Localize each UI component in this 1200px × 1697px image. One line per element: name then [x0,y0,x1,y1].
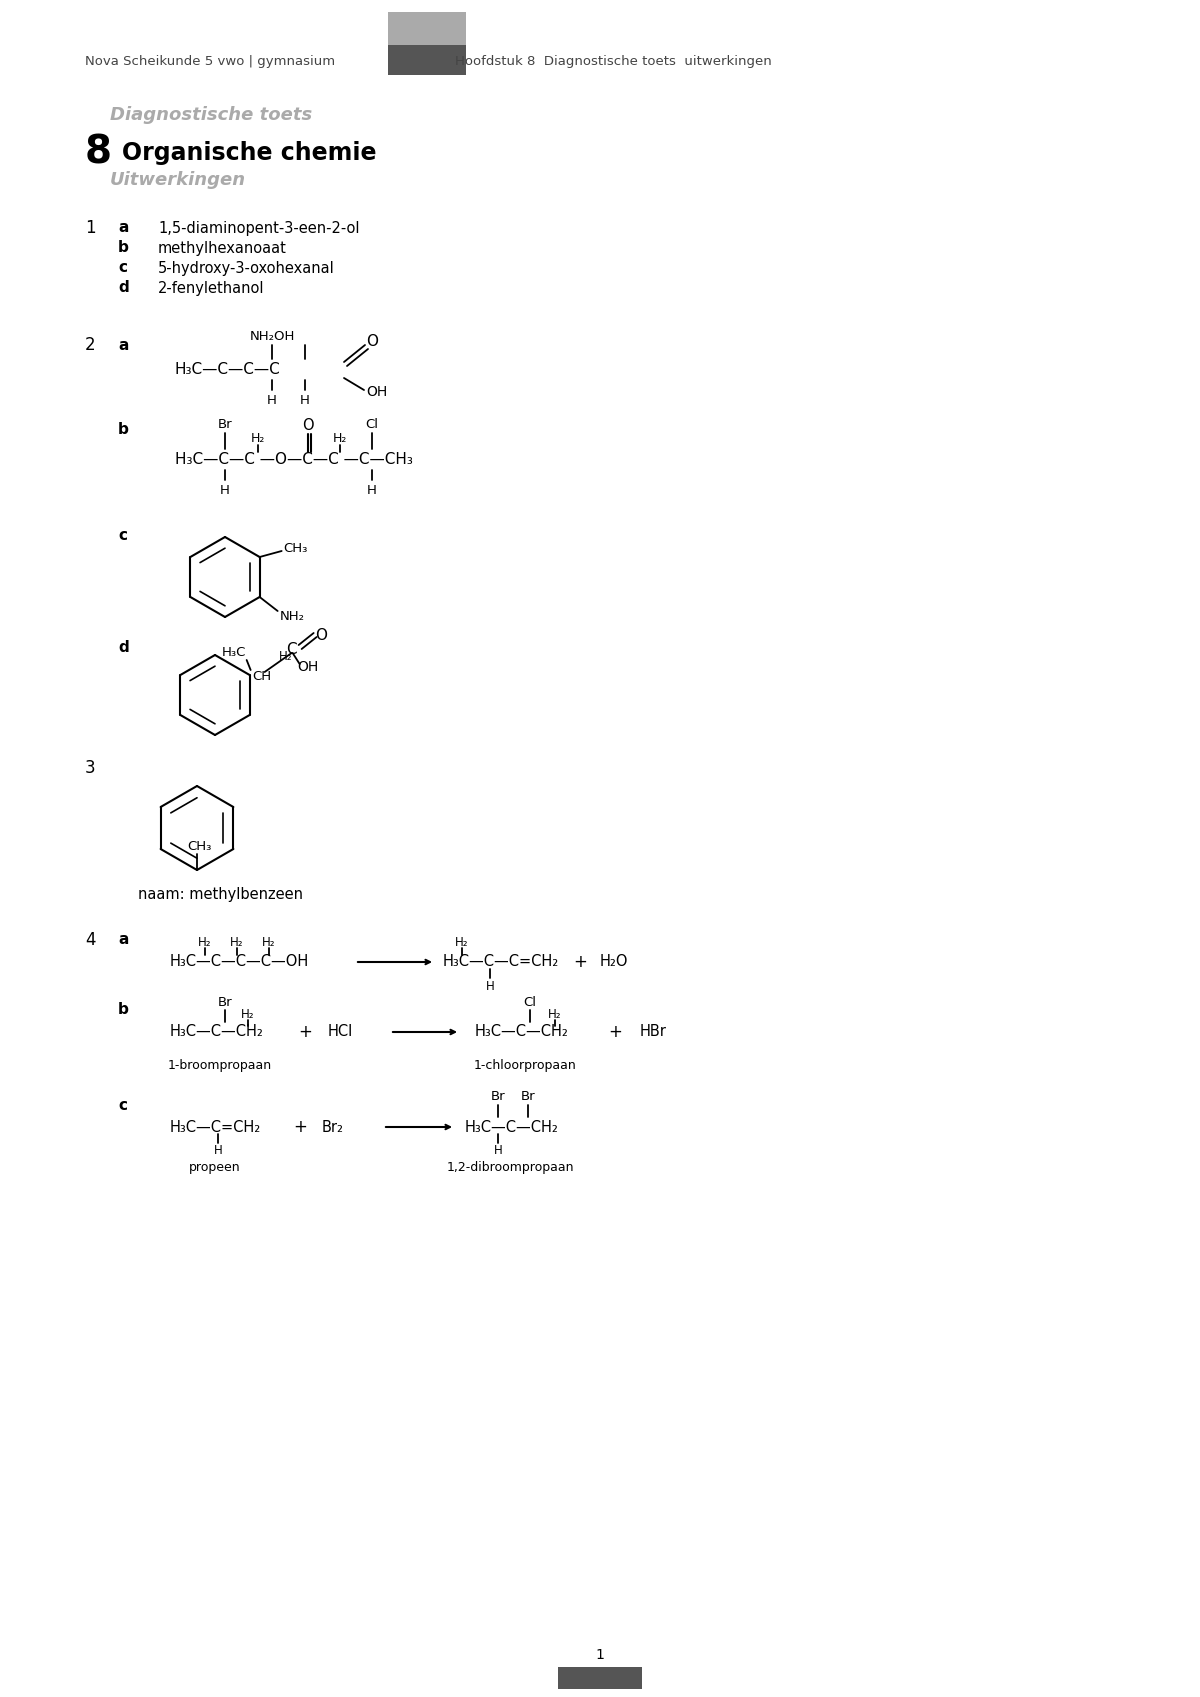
Text: 1,2-dibroompropaan: 1,2-dibroompropaan [446,1161,574,1174]
Text: H₂: H₂ [548,1008,562,1020]
Text: HBr: HBr [640,1025,667,1040]
Text: HCl: HCl [328,1025,353,1040]
Text: +: + [608,1023,622,1040]
Text: H₂O: H₂O [600,954,629,969]
Text: O: O [366,334,378,350]
Text: Cl: Cl [523,996,536,1008]
Text: Br: Br [217,996,233,1008]
Text: H₂: H₂ [332,431,347,445]
Text: OH: OH [366,385,388,399]
Text: 3: 3 [85,759,96,777]
Text: 1: 1 [85,219,96,238]
Text: CH₃: CH₃ [187,840,211,852]
Text: +: + [574,954,587,971]
Text: H₃C—C—CH₂: H₃C—C—CH₂ [475,1025,569,1040]
Text: O: O [314,628,326,643]
Text: +: + [298,1023,312,1040]
Text: Nova Scheikunde 5 vwo | gymnasium: Nova Scheikunde 5 vwo | gymnasium [85,56,335,68]
Text: H: H [268,394,277,407]
Text: d: d [118,640,128,655]
Text: b: b [118,1003,128,1018]
Text: NH₂: NH₂ [280,611,305,623]
Text: 1-chloorpropaan: 1-chloorpropaan [474,1059,576,1073]
Text: H: H [367,484,377,497]
Text: CH₃: CH₃ [283,541,308,555]
Text: c: c [118,1098,127,1113]
Text: Br: Br [217,417,233,431]
Text: H₂: H₂ [198,935,211,949]
Bar [388,12,466,46]
Text: H₂: H₂ [230,935,244,949]
Text: b: b [118,423,128,438]
Text: 1,5-diaminopent-3-een-2-ol: 1,5-diaminopent-3-een-2-ol [158,221,360,236]
Text: H₃C—C—CH₂: H₃C—C—CH₂ [466,1120,559,1135]
Text: H₂: H₂ [251,431,265,445]
Text: H₂: H₂ [278,650,293,664]
Text: 8: 8 [85,132,112,171]
Text: methylhexanoaat: methylhexanoaat [158,241,287,256]
Text: H₃C—C—CH₂: H₃C—C—CH₂ [170,1025,264,1040]
Text: H: H [214,1144,222,1157]
Text: Organische chemie: Organische chemie [122,141,377,165]
Text: O: O [302,419,314,433]
Text: Cl: Cl [366,417,378,431]
Text: H: H [493,1144,503,1157]
Text: +: + [293,1118,307,1135]
Text: H₃C—C—C —O—C—C —C—CH₃: H₃C—C—C —O—C—C —C—CH₃ [175,453,413,467]
Text: c: c [118,528,127,543]
Text: OH: OH [298,660,319,674]
Text: H₃C—C=CH₂: H₃C—C=CH₂ [170,1120,262,1135]
Text: d: d [118,280,128,295]
Text: Uitwerkingen: Uitwerkingen [110,171,246,188]
Text: 2: 2 [85,336,96,355]
Text: NH₂OH: NH₂OH [250,329,295,343]
Text: 5-hydroxy-3-oxohexanal: 5-hydroxy-3-oxohexanal [158,261,335,275]
Text: H: H [300,394,310,407]
Text: C: C [287,641,296,657]
Text: Br: Br [491,1091,505,1103]
Text: H₃C—C—C=CH₂: H₃C—C—C=CH₂ [443,954,559,969]
Text: H₂: H₂ [241,1008,254,1020]
Text: H₃C—C—C—C—OH: H₃C—C—C—C—OH [170,954,310,969]
Text: H₃C—C—C—C: H₃C—C—C—C [175,363,281,377]
Text: Br₂: Br₂ [322,1120,344,1135]
Text: a: a [118,932,128,947]
Text: H: H [220,484,230,497]
Text: propeen: propeen [190,1161,241,1174]
Text: H: H [486,979,494,993]
Text: H₃C: H₃C [221,647,246,660]
Text: c: c [118,261,127,275]
Text: a: a [118,338,128,353]
Text: H₂: H₂ [455,935,469,949]
Text: H₂: H₂ [263,935,276,949]
Text: Diagnostische toets: Diagnostische toets [110,105,312,124]
Text: b: b [118,241,128,256]
Text: 1: 1 [595,1648,605,1661]
Text: CH: CH [253,670,271,684]
Text: 1-broompropaan: 1-broompropaan [168,1059,272,1073]
Text: a: a [118,221,128,236]
Text: Br: Br [521,1091,535,1103]
Text: 2-fenylethanol: 2-fenylethanol [158,280,264,295]
Text: Hoofdstuk 8  Diagnostische toets  uitwerkingen: Hoofdstuk 8 Diagnostische toets uitwerki… [455,56,772,68]
Bar [558,1666,642,1689]
Text: 4: 4 [85,932,96,949]
Bar [388,46,466,75]
Text: naam: methylbenzeen: naam: methylbenzeen [138,888,302,903]
